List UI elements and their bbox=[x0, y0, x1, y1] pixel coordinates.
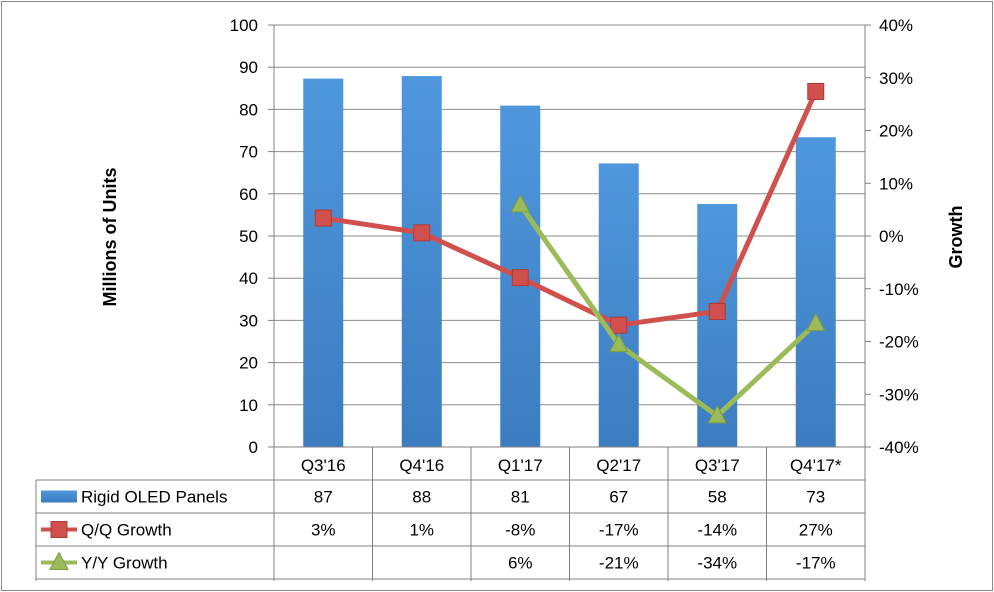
square-marker bbox=[610, 316, 628, 334]
series-line bbox=[322, 90, 819, 328]
table-cell: -14% bbox=[697, 521, 737, 540]
bar bbox=[598, 163, 639, 447]
table-cell: 67 bbox=[609, 488, 628, 507]
bar bbox=[795, 137, 836, 447]
table-cell: 73 bbox=[806, 488, 825, 507]
x-tick-label: Q2'17 bbox=[596, 456, 641, 475]
bar bbox=[303, 78, 344, 448]
legend-label: Y/Y Growth bbox=[81, 554, 168, 573]
y-tick-label-left: 50 bbox=[239, 227, 258, 246]
y-tick-label-right: 0% bbox=[879, 227, 904, 246]
legend-key-bar bbox=[41, 490, 77, 503]
triangle-marker bbox=[510, 193, 531, 213]
square-marker bbox=[314, 209, 332, 227]
y-tick-label-left: 0 bbox=[249, 438, 258, 457]
square-marker bbox=[708, 302, 726, 320]
triangle-marker bbox=[608, 333, 629, 353]
y-tick-label-left: 60 bbox=[239, 185, 258, 204]
triangle-marker bbox=[49, 551, 69, 570]
y-tick-label-right: 30% bbox=[879, 69, 913, 88]
y-tick-label-left: 20 bbox=[239, 354, 258, 373]
bar bbox=[401, 76, 442, 447]
triangle-marker bbox=[805, 312, 826, 332]
x-tick-label: Q3'17 bbox=[695, 456, 740, 475]
y-axis-title-left: Millions of Units bbox=[100, 168, 120, 307]
y-tick-label-right: -40% bbox=[879, 438, 919, 457]
legend-label: Q/Q Growth bbox=[81, 521, 172, 540]
y-tick-label-right: -20% bbox=[879, 333, 919, 352]
table-cell: 3% bbox=[311, 521, 336, 540]
table-cell: -17% bbox=[599, 521, 639, 540]
table-cell: 27% bbox=[799, 521, 833, 540]
y-axis-title-right: Growth bbox=[946, 206, 966, 269]
square-marker bbox=[50, 521, 68, 538]
table-cell: -21% bbox=[599, 554, 639, 573]
y-tick-label-left: 90 bbox=[239, 58, 258, 77]
y-tick-label-left: 30 bbox=[239, 311, 258, 330]
series-line bbox=[518, 203, 818, 419]
y-tick-label-right: -10% bbox=[879, 280, 919, 299]
y-tick-label-right: -30% bbox=[879, 385, 919, 404]
square-marker bbox=[413, 224, 431, 242]
y-tick-label-left: 80 bbox=[239, 100, 258, 119]
table-cell: 58 bbox=[708, 488, 727, 507]
data-table: Q3'16 Q4'16 Q1'17 Q2'17 Q3'17 Q4'17* Rigid OLE… bbox=[35, 25, 866, 581]
table-cell: 6% bbox=[508, 554, 533, 573]
legend-label: Rigid OLED Panels bbox=[81, 488, 227, 507]
table-cell: 87 bbox=[314, 488, 333, 507]
y-tick-label-left: 70 bbox=[239, 143, 258, 162]
x-tick-label: Q1'17 bbox=[498, 456, 543, 475]
x-tick-label: Q3'16 bbox=[301, 456, 346, 475]
x-tick-label: Q4'16 bbox=[399, 456, 444, 475]
line-series bbox=[314, 82, 826, 424]
y-tick-label-left: 10 bbox=[239, 396, 258, 415]
y-tick-label-right: 40% bbox=[879, 16, 913, 35]
y-tick-label-left: 100 bbox=[230, 16, 258, 35]
y-tick-label-right: 10% bbox=[879, 174, 913, 193]
table-cell: -34% bbox=[697, 554, 737, 573]
triangle-marker bbox=[707, 404, 728, 424]
axes: 0 10 20 30 40 50 60 70 80 90 100 -40% -30% -20% -10% 0%… bbox=[230, 16, 919, 457]
table-cell: 81 bbox=[511, 488, 530, 507]
y-tick-label-left: 40 bbox=[239, 269, 258, 288]
square-marker bbox=[511, 269, 529, 287]
table-cell: -17% bbox=[796, 554, 836, 573]
square-marker bbox=[807, 82, 825, 100]
x-tick-label: Q4'17* bbox=[790, 456, 842, 475]
table-cell: -8% bbox=[505, 521, 535, 540]
table-cell: 1% bbox=[409, 521, 434, 540]
table-cell: 88 bbox=[412, 488, 431, 507]
y-tick-label-right: 20% bbox=[879, 122, 913, 141]
